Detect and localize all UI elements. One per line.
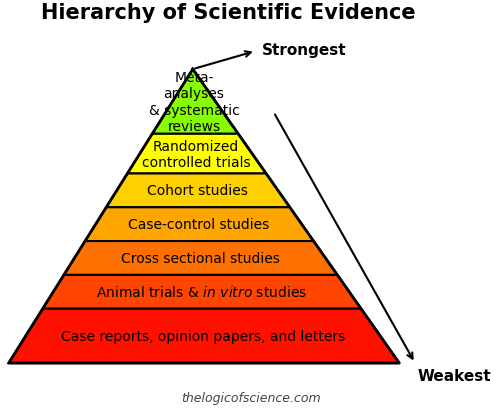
Text: thelogicofscience.com: thelogicofscience.com [182, 391, 321, 404]
Polygon shape [8, 309, 400, 363]
Text: Weakest: Weakest [418, 368, 491, 383]
Polygon shape [64, 241, 338, 275]
Text: Cross sectional studies: Cross sectional studies [120, 252, 280, 265]
Text: Randomized
controlled trials: Randomized controlled trials [142, 139, 250, 169]
Text: Case reports, opinion papers, and letters: Case reports, opinion papers, and letter… [61, 329, 345, 343]
Text: Cohort studies: Cohort studies [147, 184, 248, 198]
Polygon shape [85, 208, 314, 241]
Text: Meta-
analyses
& systematic
reviews: Meta- analyses & systematic reviews [148, 71, 240, 133]
Text: Case-control studies: Case-control studies [128, 218, 270, 231]
Polygon shape [42, 275, 361, 309]
Text: Strongest: Strongest [262, 43, 347, 58]
Polygon shape [152, 70, 238, 135]
Polygon shape [106, 174, 290, 208]
Text: Animal trials & $\it{in\ vitro}$ studies: Animal trials & $\it{in\ vitro}$ studies [96, 285, 307, 299]
Text: Hierarchy of Scientific Evidence: Hierarchy of Scientific Evidence [42, 3, 416, 23]
Polygon shape [128, 135, 266, 174]
